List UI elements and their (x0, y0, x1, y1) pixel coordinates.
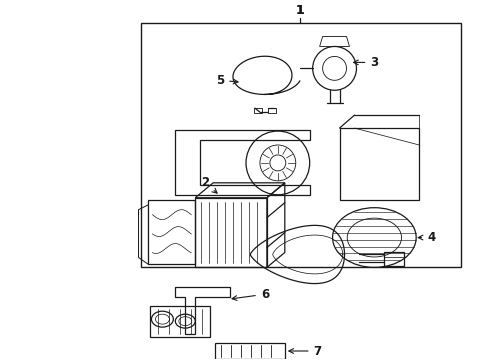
Text: 4: 4 (418, 231, 435, 244)
Text: 3: 3 (353, 56, 378, 69)
Bar (195, 198, 267, 267)
Bar (254, 108, 262, 113)
Text: 7: 7 (289, 345, 322, 357)
Bar (268, 108, 276, 113)
Bar (215, 343, 285, 359)
Text: 2: 2 (201, 176, 217, 193)
Text: 5: 5 (216, 74, 238, 87)
Bar (141, 23, 461, 267)
Text: 6: 6 (232, 288, 269, 301)
Text: 1: 1 (295, 4, 304, 17)
Text: 1: 1 (295, 4, 304, 17)
Bar (384, 252, 404, 266)
